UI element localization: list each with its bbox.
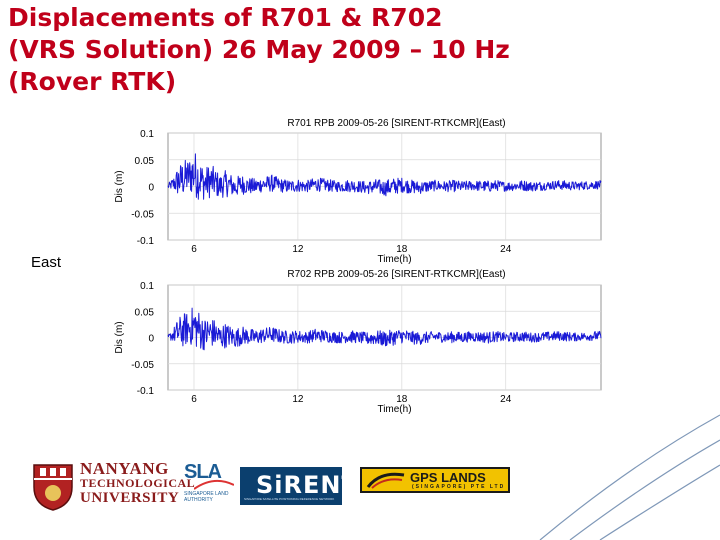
gps-wordmark: GPS LANDS [410,470,486,485]
ntu-wordmark: NANYANG TECHNOLOGICAL UNIVERSITY [80,459,196,506]
displacement-charts: 0.1 0.05 0 -0.05 -0.1 6 12 18 24 Time(h) Dis (m) R7… [114,118,602,415]
slide-title-line: (Rover RTK) [8,67,177,96]
y-tick-label: 0.05 [135,156,155,167]
y-tick-label: 0 [148,334,154,345]
y-tick-label: -0.05 [131,360,154,371]
x-tick-label: 12 [292,394,304,405]
x-tick-label: 6 [191,394,197,405]
sla-subtitle: SINGAPORE LAND AUTHORITY [184,491,229,503]
x-axis-label: Time(h) [377,254,411,265]
sirent-logo: SiRENT SINGAPORE SATELLITE POSITIONING R… [240,467,358,505]
y-tick-label: 0.1 [140,281,154,292]
y-axis-label: Dis (m) [114,321,125,353]
x-tick-label: 18 [396,244,408,255]
sirent-subtitle: SINGAPORE SATELLITE POSITIONING REFERENC… [244,497,335,501]
ntu-crest-icon [33,464,73,511]
gps-swoosh-icon [366,472,405,489]
ntu-line: NANYANG [80,459,169,478]
x-tick-label: 12 [292,244,304,255]
ntu-line: TECHNOLOGICAL [80,476,196,490]
x-tick-label: 18 [396,394,408,405]
sla-swoosh-icon [194,479,234,490]
gps-lands-logo: GPS LANDS (SINGAPORE) PTE LTD [360,467,510,493]
ntu-line: UNIVERSITY [80,490,180,506]
x-tick-label: 6 [191,244,197,255]
slide-title: Displacements of R701 & R702 (VRS Soluti… [8,2,648,98]
decorative-curves [539,414,720,540]
component-label: East [31,254,62,271]
chart-title: R701 RPB 2009-05-26 [SIRENT-RTKCMR](East… [287,118,505,129]
x-axis-label: Time(h) [377,404,411,415]
x-tick-label: 24 [500,244,512,255]
y-tick-label: 0.05 [135,307,155,318]
sla-logo: SLA SINGAPORE LAND AUTHORITY [184,461,238,511]
y-tick-label: -0.1 [137,236,155,247]
sla-wordmark: SLA [184,461,222,483]
y-tick-label: 0 [148,183,154,194]
series-line [167,153,602,200]
gps-subtitle: (SINGAPORE) PTE LTD [412,484,506,490]
logo-strip: NANYANG TECHNOLOGICAL UNIVERSITY SLA SIN… [0,455,720,540]
y-tick-label: 0.1 [140,129,154,140]
y-tick-label: -0.05 [131,209,154,220]
x-tick-label: 24 [500,394,512,405]
y-axis-label: Dis (m) [114,170,125,202]
sirent-wordmark: SiRENT [256,471,359,499]
series-line [167,307,602,351]
slide-title-line: (VRS Solution) 26 May 2009 – 10 Hz [8,35,510,64]
y-tick-label: -0.1 [137,386,155,397]
chart-title: R702 RPB 2009-05-26 [SIRENT-RTKCMR](East… [287,269,505,280]
slide-title-line: Displacements of R701 & R702 [8,3,443,32]
